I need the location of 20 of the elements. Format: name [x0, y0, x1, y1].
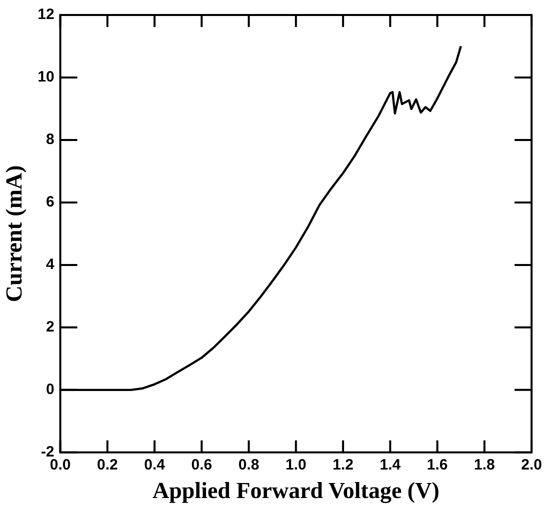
- x-tick-label: 0.8: [238, 456, 260, 474]
- y-tick-label: 10: [38, 68, 54, 86]
- x-tick-label: 1.0: [286, 456, 306, 474]
- x-tick-label: 1.2: [332, 456, 354, 474]
- y-tick-label: 4: [46, 256, 55, 274]
- y-tick-label: 8: [46, 131, 54, 148]
- x-tick-label: 0.4: [144, 456, 166, 474]
- y-axis-title: Current (mA): [2, 165, 27, 302]
- x-tick-label: 2.0: [521, 456, 542, 474]
- y-tick-label: 0: [46, 381, 54, 398]
- x-axis-title: Applied Forward Voltage (V): [152, 478, 440, 504]
- y-tick-label: 12: [38, 6, 54, 24]
- x-tick-label: 0.2: [96, 456, 118, 474]
- x-tick-label: 1.4: [380, 456, 402, 474]
- x-tick-label: 1.6: [426, 456, 448, 474]
- x-tick-label: 0.0: [50, 456, 71, 474]
- y-tick-label: 2: [46, 318, 54, 336]
- x-tick-label: 0.6: [191, 456, 212, 474]
- x-tick-label: 1.8: [474, 456, 495, 474]
- y-tick-label: 6: [46, 194, 54, 211]
